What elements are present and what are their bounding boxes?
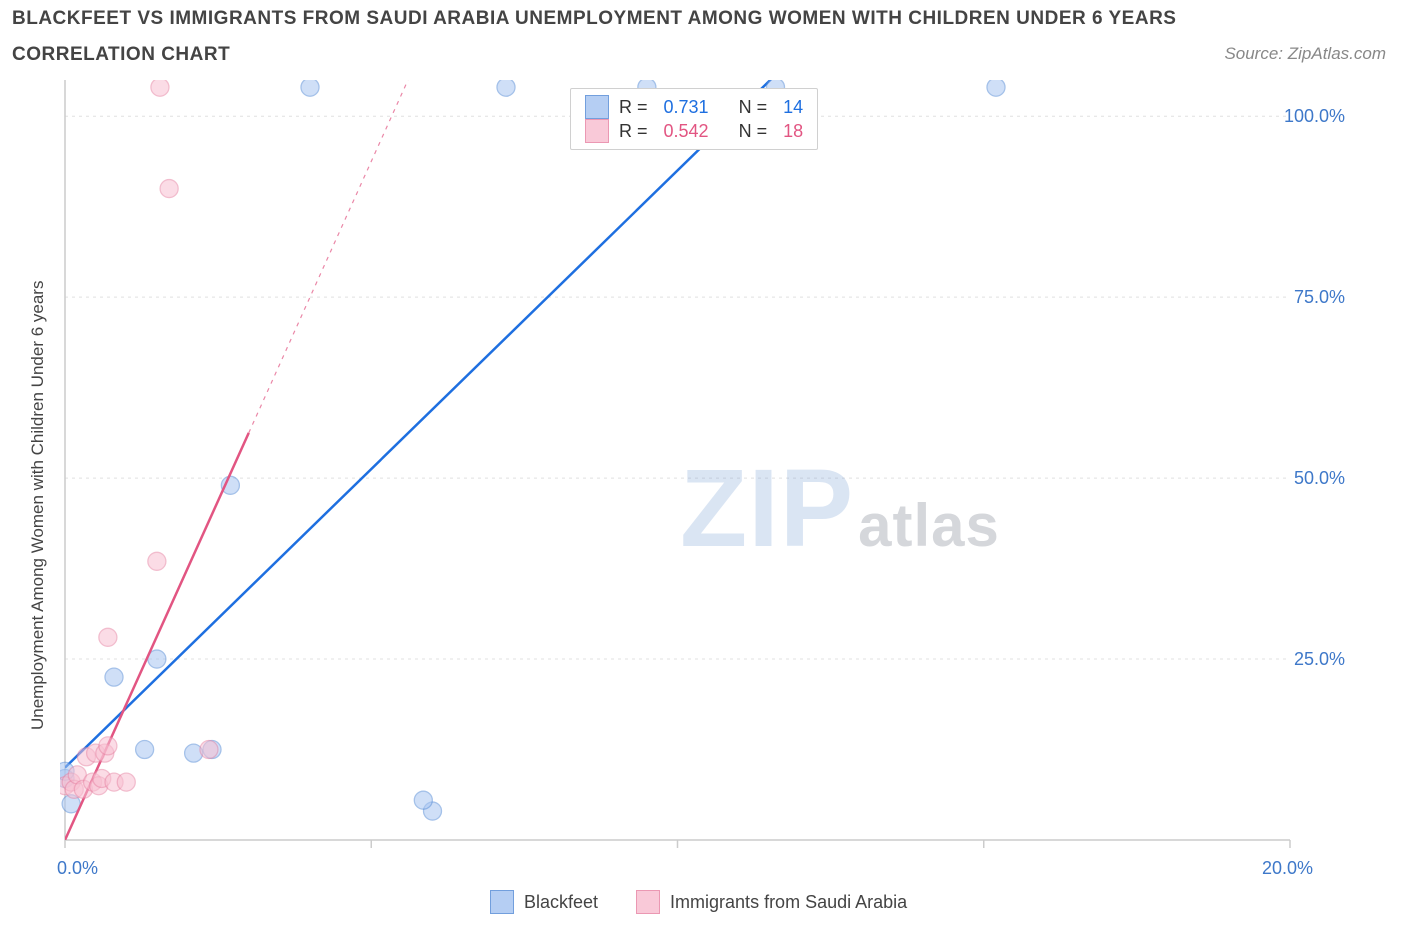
data-point <box>301 80 319 96</box>
y-tick-label: 100.0% <box>1284 106 1345 126</box>
y-tick-label: 75.0% <box>1294 287 1345 307</box>
watermark-atlas: atlas <box>858 491 1000 560</box>
y-tick-label: 50.0% <box>1294 468 1345 488</box>
legend-n-value: 14 <box>783 97 803 118</box>
chart-plot-area: 25.0% 50.0% 75.0% 100.0% ZIP atlas R = 0.731… <box>60 80 1370 870</box>
data-point <box>117 773 135 791</box>
data-point <box>151 80 169 96</box>
data-point <box>136 741 154 759</box>
data-point <box>987 80 1005 96</box>
x-axis-min-label: 0.0% <box>57 858 98 879</box>
data-point <box>105 668 123 686</box>
data-point <box>200 741 218 759</box>
data-point <box>497 80 515 96</box>
data-point <box>414 791 432 809</box>
legend-n-label: N = <box>739 121 768 142</box>
watermark: ZIP atlas <box>680 445 1000 572</box>
data-point <box>160 180 178 198</box>
legend-correlation-row: R = 0.731 N = 14 <box>585 95 803 119</box>
legend-n-label: N = <box>739 97 768 118</box>
legend-series-label: Immigrants from Saudi Arabia <box>670 892 907 913</box>
legend-r-value: 0.542 <box>664 121 709 142</box>
legend-series: Blackfeet Immigrants from Saudi Arabia <box>490 890 935 914</box>
data-point <box>148 552 166 570</box>
chart-title-line-1: BLACKFEET VS IMMIGRANTS FROM SAUDI ARABI… <box>12 8 1176 30</box>
legend-r-label: R = <box>619 97 648 118</box>
data-point <box>99 737 117 755</box>
x-axis-max-label: 20.0% <box>1262 858 1313 879</box>
legend-swatch <box>490 890 514 914</box>
data-point <box>99 628 117 646</box>
watermark-zip: ZIP <box>680 445 854 572</box>
legend-series-label: Blackfeet <box>524 892 598 913</box>
y-axis-label: Unemployment Among Women with Children U… <box>28 281 48 730</box>
legend-correlation: R = 0.731 N = 14 R = 0.542 N = 18 <box>570 88 818 150</box>
legend-swatch <box>585 95 609 119</box>
chart-title-line-2: CORRELATION CHART <box>12 44 230 66</box>
legend-swatch <box>636 890 660 914</box>
y-tick-label: 25.0% <box>1294 649 1345 669</box>
legend-n-value: 18 <box>783 121 803 142</box>
legend-correlation-row: R = 0.542 N = 18 <box>585 119 803 143</box>
source-label: Source: ZipAtlas.com <box>1224 44 1386 64</box>
legend-r-label: R = <box>619 121 648 142</box>
legend-r-value: 0.731 <box>664 97 709 118</box>
legend-swatch <box>585 119 609 143</box>
